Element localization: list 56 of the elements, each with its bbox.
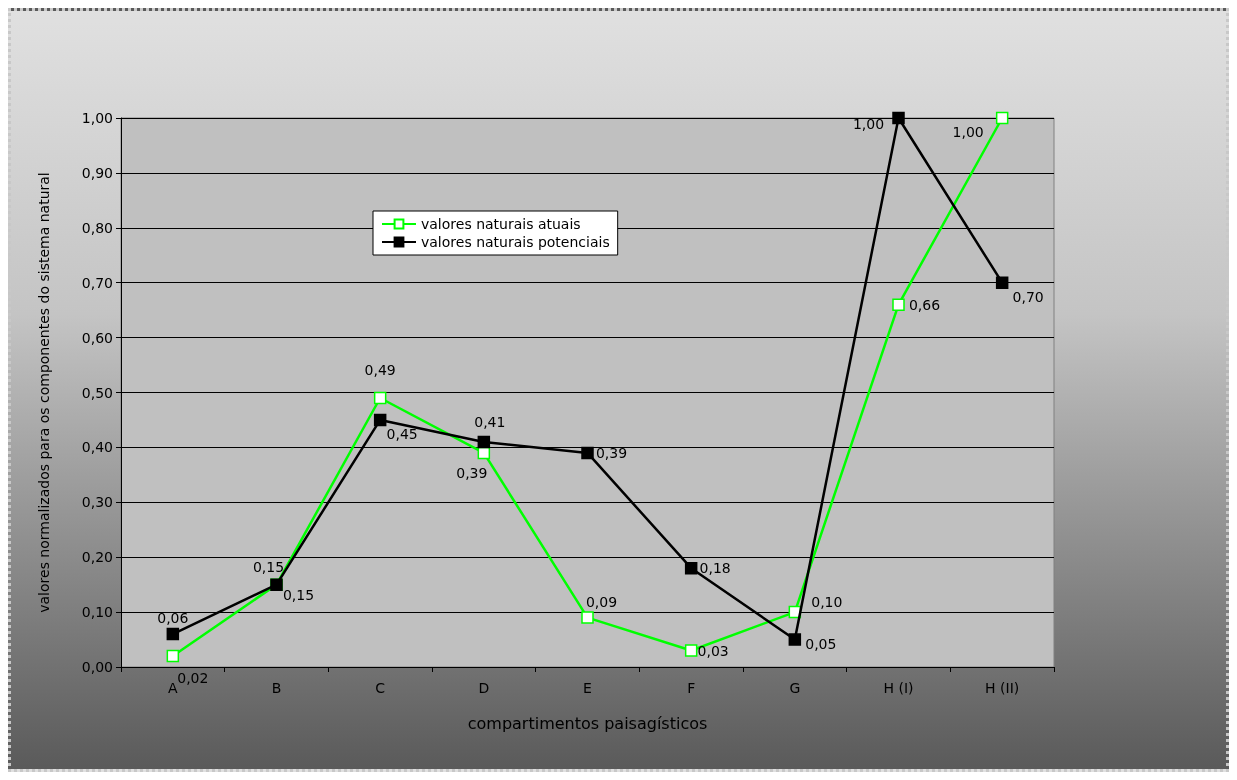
y-tick-label: 0,00 [81,659,113,675]
data-label: 0,39 [595,444,628,461]
data-label: 0,66 [908,296,941,313]
point [581,611,594,624]
point [684,644,698,657]
x-tick-label: H (I) [883,680,914,696]
point [892,298,905,311]
point [788,633,802,646]
x-tick-label: A [168,680,179,696]
data-label: 0,15 [282,586,315,603]
x-tick-label: E [583,680,592,696]
data-label: 0,39 [456,464,488,481]
point [892,111,905,125]
point [995,276,1009,289]
x-tick-label: D [478,680,490,696]
point [581,446,594,460]
point [166,627,180,641]
legend-label: valores naturais atuais [421,216,581,232]
data-label: 0,10 [811,594,843,611]
data-label: 0,41 [474,413,506,430]
y-tick-label: 0,90 [81,164,113,181]
data-label: 0,49 [364,361,396,378]
data-label: 0,03 [697,642,729,659]
x-tick-label: H (II) [985,680,1020,696]
y-tick-label: 0,20 [81,549,113,566]
data-label: 0,45 [386,425,418,442]
x-tick-label: C [375,680,386,696]
y-axis-title: valores normalizados para os componentes do sistema natural [36,172,52,613]
data-label: 0,05 [805,635,837,652]
y-tick-label: 0,70 [81,274,113,291]
x-tick-label: G [789,680,801,696]
data-label: 1,00 [952,124,984,140]
point [166,649,180,663]
point [995,111,1009,125]
legend-label: valores naturais potenciais [421,234,610,250]
y-tick-label: 0,30 [81,494,113,511]
y-tick-label: 1,00 [81,110,113,126]
point [684,561,698,575]
x-tick-label: B [271,680,282,696]
data-label: 0,02 [177,670,209,687]
data-label: 0,09 [585,593,618,610]
y-tick-label: 0,40 [81,439,113,456]
data-label: 0,15 [252,558,285,575]
y-tick-label: 0,80 [81,219,113,236]
point [373,391,387,405]
point [477,435,491,449]
y-tick-label: 0,10 [81,604,113,621]
point [373,413,387,427]
y-tick-label: 0,50 [81,384,113,401]
data-label: 0,70 [1012,288,1044,305]
y-tick-label: 0,60 [81,329,113,346]
data-label: 0,18 [699,560,731,577]
data-label: 1,00 [852,116,885,132]
data-label: 0,06 [157,610,189,627]
x-axis-title: compartimentos paisagísticos [467,713,708,733]
x-tick-label: F [687,680,696,696]
